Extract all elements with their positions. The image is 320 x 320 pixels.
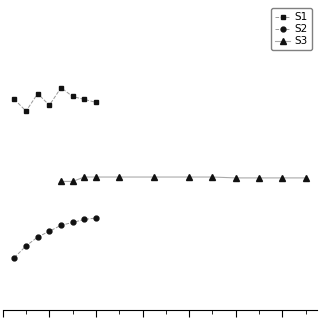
S3 <box>234 176 238 180</box>
S1 <box>24 109 28 113</box>
S1 <box>36 92 40 95</box>
S1 <box>12 98 16 101</box>
S1 <box>71 95 75 99</box>
S3 <box>211 175 214 179</box>
S3 <box>187 175 191 179</box>
Line: S1: S1 <box>12 85 98 114</box>
S2 <box>47 229 51 233</box>
S3 <box>152 175 156 179</box>
S1 <box>59 86 63 90</box>
S2 <box>94 216 98 220</box>
S2 <box>59 223 63 227</box>
S3 <box>71 180 75 183</box>
S2 <box>24 244 28 248</box>
S3 <box>82 175 86 179</box>
S2 <box>82 218 86 221</box>
S2 <box>12 256 16 260</box>
S3 <box>94 175 98 179</box>
Line: S3: S3 <box>58 174 309 185</box>
S3 <box>59 180 63 183</box>
S3 <box>280 176 284 180</box>
Line: S2: S2 <box>12 216 98 260</box>
S1 <box>82 98 86 101</box>
S2 <box>36 235 40 239</box>
S2 <box>71 220 75 224</box>
S3 <box>257 176 261 180</box>
S1 <box>94 100 98 104</box>
S3 <box>117 175 121 179</box>
Legend: S1, S2, S3: S1, S2, S3 <box>271 8 312 51</box>
S1 <box>47 103 51 107</box>
S3 <box>304 176 308 180</box>
